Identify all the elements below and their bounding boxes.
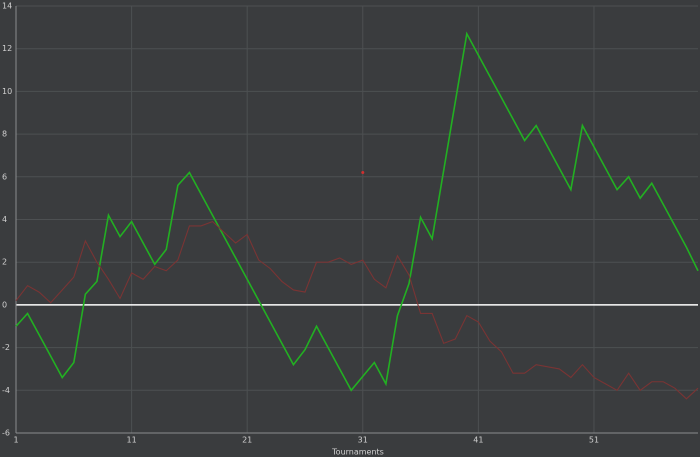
x-tick-label: 1 [13,436,18,445]
x-tick-label: 41 [473,436,483,445]
y-tick-label: -4 [2,386,10,395]
y-tick-label: -6 [2,429,10,438]
x-tick-label: 21 [242,436,252,445]
x-tick-label: 31 [358,436,368,445]
point-marker [361,171,365,175]
series-line [15,31,699,392]
x-tick-label: 11 [126,436,136,445]
y-tick-label: 6 [2,172,7,181]
y-tick-label: 4 [2,215,7,224]
y-tick-label: 10 [2,87,12,96]
y-tick-label: 8 [2,130,7,139]
y-tick-label: -2 [2,343,10,352]
series-line [15,221,699,400]
x-tick-label: 51 [589,436,599,445]
y-tick-label: 0 [2,300,7,309]
y-tick-label: 14 [2,2,12,11]
y-tick-label: 2 [2,258,7,267]
x-axis-label: Tournaments [331,448,384,457]
y-tick-label: 12 [2,44,12,53]
